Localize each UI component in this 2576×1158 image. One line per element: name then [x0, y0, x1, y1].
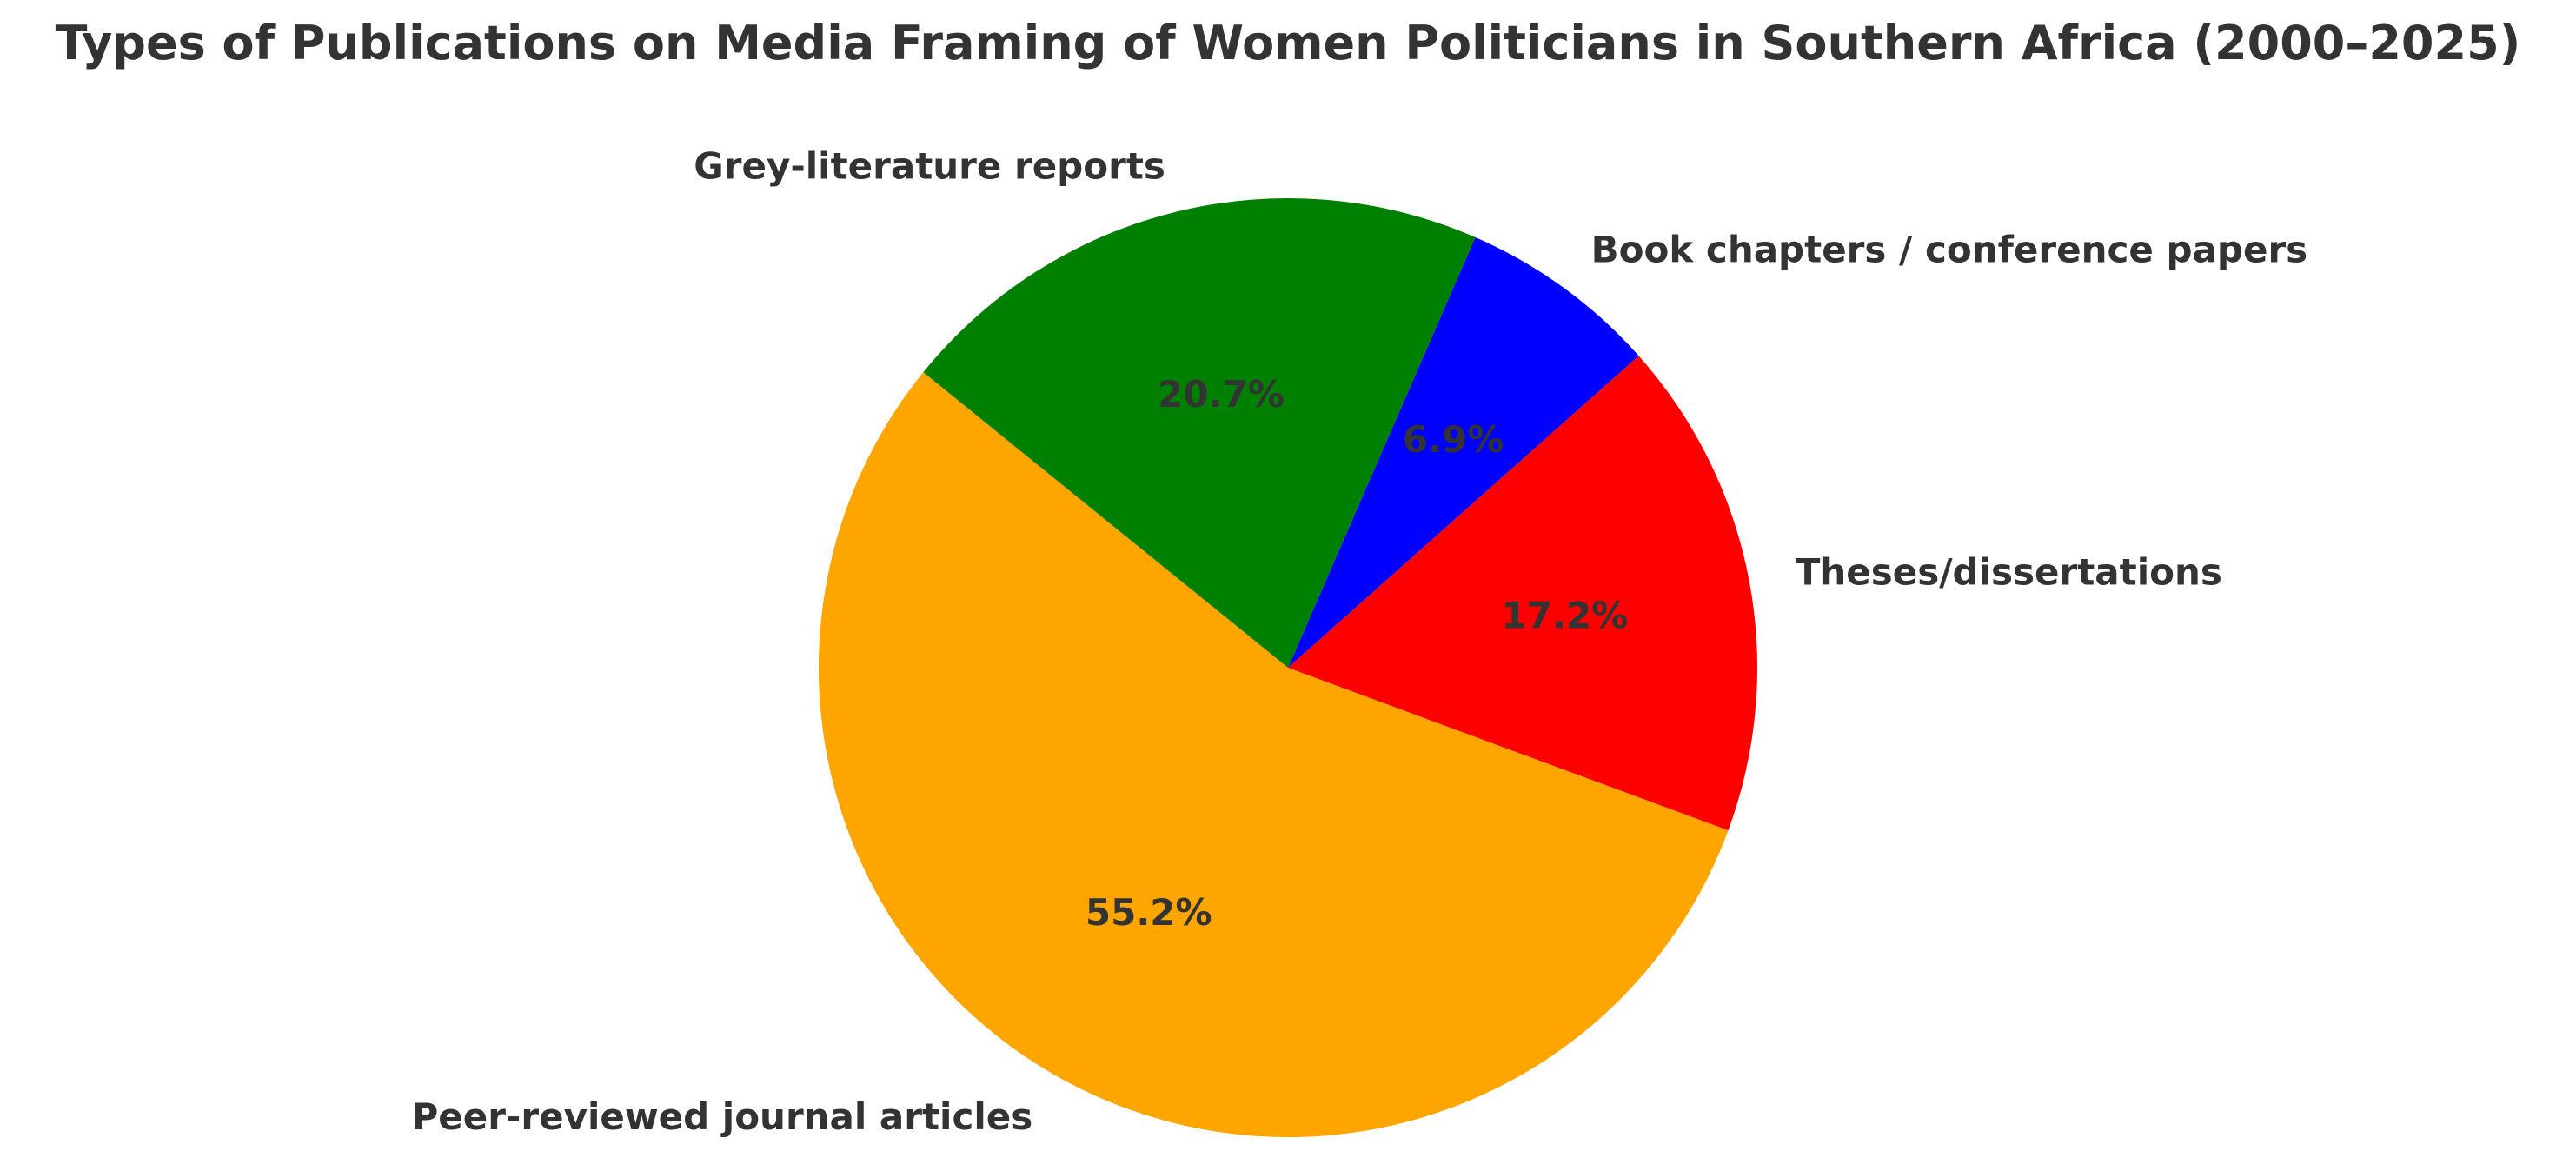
- pie-slice-3: [1288, 236, 1639, 668]
- slice-percentage-label: 55.2%: [1086, 891, 1212, 934]
- percentage-labels: 55.2% 17.2% 6.9% 20.7%: [1086, 373, 1628, 934]
- slice-percentage-label: 17.2%: [1502, 594, 1629, 636]
- pie-slices: [818, 198, 1757, 1137]
- slice-percentage-label: 20.7%: [1158, 373, 1285, 416]
- slice-percentage-label: 6.9%: [1403, 418, 1504, 461]
- slice-category-label: Grey-literature reports: [694, 144, 1165, 187]
- pie-slice-1: [818, 372, 1729, 1137]
- slice-labels: Peer-reviewed journal articles Theses/dis…: [411, 144, 2307, 1137]
- slice-category-label: Book chapters / conference papers: [1591, 229, 2308, 271]
- chart-title: Types of Publications on Media Framing o…: [56, 16, 2521, 70]
- pie-slice-4: [923, 198, 1476, 668]
- pie-slice-2: [1288, 356, 1757, 831]
- slice-category-label: Theses/dissertations: [1796, 550, 2222, 593]
- slice-category-label: Peer-reviewed journal articles: [411, 1095, 1032, 1138]
